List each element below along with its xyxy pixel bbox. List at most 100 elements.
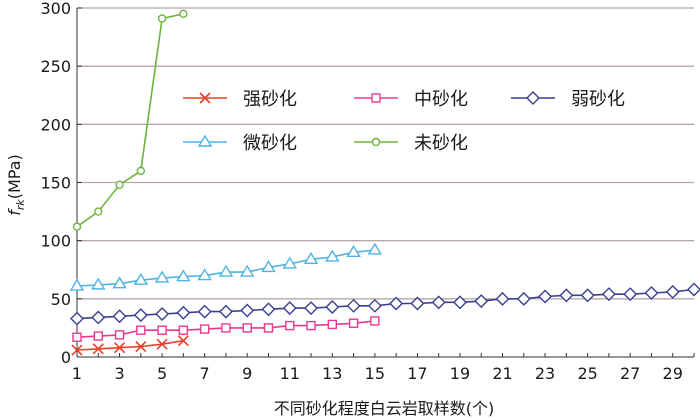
y-tick-label: 100	[40, 232, 71, 251]
data-point	[526, 91, 540, 105]
data-point	[178, 325, 189, 335]
y-tick-label: 150	[40, 174, 71, 193]
legend-label: 未砂化	[414, 133, 468, 154]
x-tick-label: 27	[620, 364, 640, 383]
data-point	[306, 320, 316, 331]
data-point	[346, 298, 361, 313]
data-point	[261, 302, 276, 317]
legend-item: 弱砂化	[511, 89, 625, 110]
x-tick-label: 5	[157, 364, 167, 383]
data-point	[474, 294, 489, 309]
data-point	[371, 137, 381, 147]
data-point	[93, 331, 103, 341]
series-circle	[72, 9, 188, 231]
y-tick-label: 300	[40, 0, 71, 18]
data-point	[371, 93, 381, 103]
x-tick-label: 15	[365, 364, 385, 383]
data-point	[239, 264, 255, 277]
data-point	[452, 295, 467, 310]
data-point	[197, 268, 212, 281]
data-point	[112, 309, 127, 324]
data-point	[367, 298, 382, 313]
data-point	[114, 330, 125, 340]
plot-series	[69, 9, 700, 356]
x-tick-label: 9	[242, 364, 252, 383]
data-point	[72, 332, 82, 342]
data-point	[242, 323, 252, 333]
data-point	[282, 301, 297, 316]
data-point	[370, 316, 380, 326]
x-tick-label: 21	[492, 364, 512, 383]
data-point	[177, 335, 189, 347]
data-point	[282, 256, 297, 269]
data-point	[72, 222, 82, 231]
data-point	[136, 325, 146, 335]
legend-item: 微砂化	[183, 133, 297, 154]
y-tick-label: 250	[40, 57, 71, 76]
data-point	[133, 272, 149, 285]
data-point	[389, 296, 404, 311]
series-line	[76, 288, 695, 320]
data-point	[325, 299, 340, 314]
legend-item: 强砂化	[183, 89, 297, 110]
data-point	[580, 288, 595, 303]
legend-label: 弱砂化	[571, 89, 625, 110]
data-point	[133, 308, 148, 323]
legend-item: 中砂化	[354, 89, 468, 110]
data-point	[303, 251, 319, 264]
data-point	[538, 289, 553, 304]
y-axis-title: frk(MPa)	[5, 154, 27, 216]
data-point	[495, 291, 510, 306]
data-point	[155, 306, 170, 321]
x-axis: 1 3 5 7 9 11 13 15 17 19 21 23 25 27 29	[72, 353, 695, 383]
x-tick-label: 23	[535, 364, 555, 383]
gridlines	[77, 7, 694, 300]
data-point	[135, 340, 147, 353]
data-point	[176, 269, 191, 282]
data-point	[346, 244, 361, 257]
data-point	[176, 305, 191, 320]
data-point	[367, 242, 383, 255]
data-point	[136, 166, 146, 176]
data-point	[325, 249, 340, 262]
data-point	[197, 304, 212, 319]
x-tick-label: 3	[114, 364, 124, 383]
legend-item: 未砂化	[354, 133, 468, 154]
data-point	[263, 323, 274, 333]
legend-label: 中砂化	[414, 89, 468, 110]
series-line	[76, 13, 184, 228]
x-tick-label: 1	[72, 364, 82, 383]
legend-label: 微砂化	[243, 133, 297, 154]
data-point	[115, 180, 124, 190]
data-point	[199, 92, 211, 104]
data-point	[197, 134, 213, 147]
data-point	[94, 207, 103, 216]
data-point	[240, 303, 255, 318]
legend-label: 强砂化	[243, 89, 297, 110]
x-tick-label: 13	[322, 364, 342, 383]
series-line	[76, 339, 184, 351]
data-point	[91, 310, 106, 325]
data-point	[156, 338, 168, 350]
y-tick-label: 0	[61, 348, 71, 367]
data-point	[687, 282, 700, 297]
data-point	[70, 311, 84, 326]
y-axis: 0 50 100 150 200 250 300	[40, 0, 82, 367]
data-point	[91, 277, 106, 290]
data-point	[157, 325, 167, 335]
data-point	[665, 284, 680, 299]
x-tick-label: 17	[407, 364, 427, 383]
data-point	[218, 304, 233, 319]
data-point	[327, 319, 338, 330]
data-point	[221, 323, 231, 333]
x-tick-label: 29	[663, 364, 683, 383]
y-tick-label: 200	[40, 115, 71, 134]
data-point	[304, 301, 319, 316]
data-point	[69, 278, 85, 291]
series-diamond	[70, 282, 700, 326]
data-point	[92, 343, 104, 355]
data-point	[71, 344, 83, 356]
data-point	[644, 286, 659, 301]
y-axis-title-text: frk(MPa)	[5, 154, 27, 216]
data-point	[157, 14, 167, 23]
